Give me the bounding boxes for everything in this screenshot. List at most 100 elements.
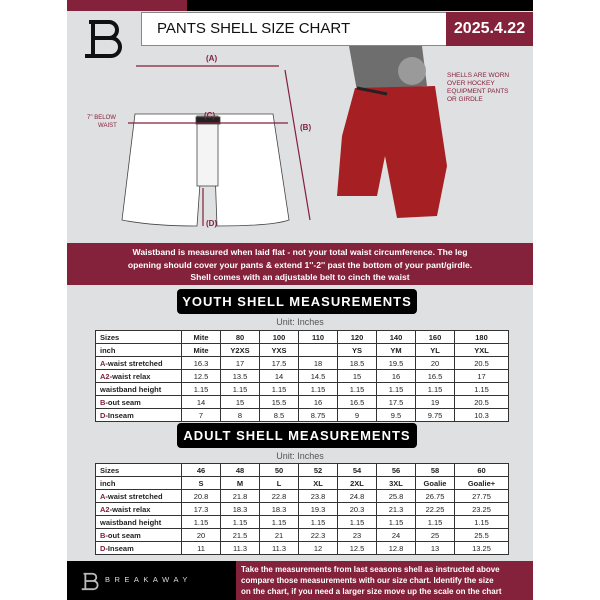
below-waist-note-2: WAIST	[98, 123, 117, 129]
table-cell: YXL	[454, 343, 509, 357]
table-cell: M	[220, 476, 260, 490]
pants-photo	[337, 46, 447, 218]
table-cell: 52	[298, 463, 338, 477]
measure-code: A	[100, 491, 106, 501]
table-row: A2-waist relax 12.5 13.5 14 14.5 15 16 16.5 17	[95, 369, 509, 383]
table-cell: 15	[220, 395, 260, 409]
footer-line: compare those measurements with our size…	[241, 576, 494, 585]
table-cell: 1.15	[181, 515, 221, 529]
note-line: EQUIPMENT PANTS	[447, 88, 509, 95]
table-cell: 23	[337, 528, 377, 542]
youth-section-title: YOUTH SHELL MEASUREMENTS	[177, 289, 417, 314]
table-cell: 11	[181, 541, 221, 555]
table-row: Sizes Mite 80 100 110 120 140 160 180	[95, 330, 509, 344]
table-cell: 8	[220, 408, 260, 422]
label-d: (D)	[206, 219, 217, 228]
table-cell: 1.15	[415, 515, 455, 529]
adult-section-title: ADULT SHELL MEASUREMENTS	[177, 423, 417, 448]
table-cell: 12.8	[376, 541, 416, 555]
measure-line-b	[284, 69, 311, 221]
table-cell: 22.3	[298, 528, 338, 542]
adult-unit-label: Unit: Inches	[276, 451, 324, 461]
measure-name: Sizes	[100, 332, 120, 342]
table-cell: S	[181, 476, 221, 490]
size-chart-page: PANTS SHELL SIZE CHART 2025.4.22 (A) (C)…	[67, 0, 533, 600]
shorts-outline	[121, 113, 290, 227]
table-cell: 11.3	[220, 541, 260, 555]
table-cell: 23.25	[454, 502, 509, 516]
banner-line: Waistband is measured when laid flat - n…	[132, 247, 468, 257]
measure-name: -out seam	[105, 530, 141, 540]
row-label: waistband height	[95, 515, 182, 529]
table-cell: 9	[337, 408, 377, 422]
table-cell: 9.75	[415, 408, 455, 422]
table-cell: 16.5	[337, 395, 377, 409]
measure-code: B	[100, 530, 106, 540]
table-cell: 1.15	[220, 515, 260, 529]
table-cell: 15.5	[259, 395, 299, 409]
row-label: inch	[95, 343, 182, 357]
page-title: PANTS SHELL SIZE CHART	[141, 12, 447, 46]
table-cell: YL	[415, 343, 455, 357]
row-label: A-waist stretched	[95, 489, 182, 503]
brand-name: BREAKAWAY	[105, 575, 192, 584]
table-cell: 1.15	[454, 382, 509, 396]
table-cell: 22.25	[415, 502, 455, 516]
footer-instructions: Take the measurements from last seasons …	[236, 561, 533, 600]
table-cell: 100	[259, 330, 299, 344]
belt-buckle-icon	[195, 116, 221, 125]
banner-line: Shell comes with an adjustable belt to c…	[190, 272, 410, 282]
shells-note: SHELLS ARE WORN OVER HOCKEY EQUIPMENT PA…	[447, 72, 509, 104]
table-cell: 17	[220, 356, 260, 370]
table-cell: XL	[298, 476, 338, 490]
footer-line: Take the measurements from last seasons …	[241, 565, 500, 574]
measure-name: Sizes	[100, 465, 120, 475]
table-cell: 2XL	[337, 476, 377, 490]
measure-name: -waist relax	[109, 371, 151, 381]
footer-logo-icon	[81, 572, 99, 591]
table-cell: 15	[337, 369, 377, 383]
table-cell	[298, 343, 338, 357]
table-cell: 10.3	[454, 408, 509, 422]
table-cell: 20.8	[181, 489, 221, 503]
table-cell: 14	[259, 369, 299, 383]
table-cell: 14	[181, 395, 221, 409]
banner-line: opening should cover your pants & extend…	[127, 259, 473, 270]
table-cell: 17.3	[181, 502, 221, 516]
measure-name: -waist relax	[109, 504, 151, 514]
table-cell: 26.75	[415, 489, 455, 503]
table-cell: 46	[181, 463, 221, 477]
table-cell: Mite	[181, 343, 221, 357]
table-row: D-Inseam 11 11.3 11.3 12 12.5 12.8 13 13.25	[95, 541, 509, 555]
table-row: inch Mite Y2XS YXS YS YM YL YXL	[95, 343, 509, 357]
table-cell: 1.15	[454, 515, 509, 529]
table-cell: 12	[298, 541, 338, 555]
table-cell: Goalie+	[454, 476, 509, 490]
table-cell: 1.15	[181, 382, 221, 396]
table-cell: Y2XS	[220, 343, 260, 357]
measure-code: A2	[100, 504, 110, 514]
table-cell: 1.15	[298, 382, 338, 396]
table-cell: 27.75	[454, 489, 509, 503]
table-row: A2-waist relax 17.3 18.3 18.3 19.3 20.3 21.3 22…	[95, 502, 509, 516]
table-cell: 1.15	[376, 382, 416, 396]
top-accent-bar	[67, 0, 187, 11]
table-cell: 12.5	[181, 369, 221, 383]
measure-name: -waist stretched	[105, 358, 163, 368]
row-label: inch	[95, 476, 182, 490]
row-label: A2-waist relax	[95, 502, 182, 516]
table-cell: 23.8	[298, 489, 338, 503]
table-row: A-waist stretched 16.3 17 17.5 18 18.5 19.5 20 2…	[95, 356, 509, 370]
table-cell: 1.15	[337, 382, 377, 396]
table-cell: 14.5	[298, 369, 338, 383]
measure-name: -Inseam	[105, 410, 134, 420]
row-label: B-out seam	[95, 528, 182, 542]
table-cell: 16.5	[415, 369, 455, 383]
measure-code: D	[100, 410, 106, 420]
table-cell: YXS	[259, 343, 299, 357]
table-cell: 25.5	[454, 528, 509, 542]
table-cell: YM	[376, 343, 416, 357]
note-line: SHELLS ARE WORN	[447, 72, 510, 79]
table-cell: 24	[376, 528, 416, 542]
table-row: D-Inseam 7 8 8.5 8.75 9 9.5 9.75 10.3	[95, 408, 509, 422]
